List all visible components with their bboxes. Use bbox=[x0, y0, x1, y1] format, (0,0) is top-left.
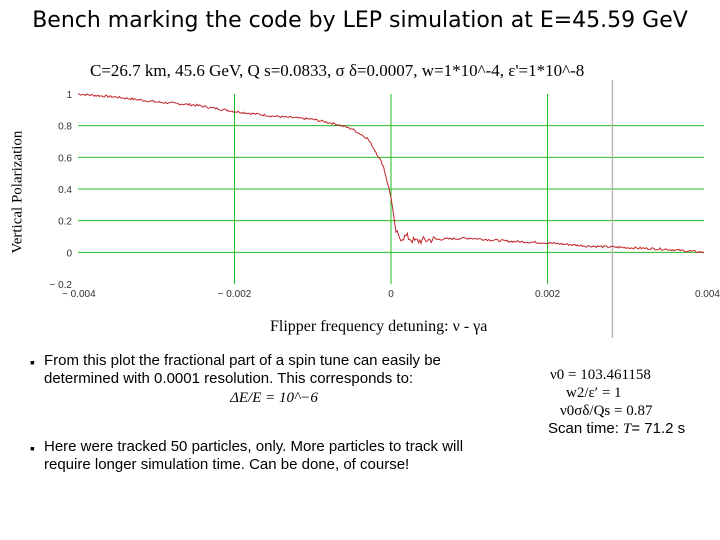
x-tick-label: − 0.002 bbox=[218, 289, 252, 300]
y-tick-label: 0 bbox=[66, 248, 72, 259]
x-tick-label: 0 bbox=[388, 289, 394, 300]
x-axis-label: Flipper frequency detuning: ν - γa bbox=[270, 318, 488, 335]
polarization-series-line bbox=[78, 93, 704, 254]
y-tick-label: 0.4 bbox=[58, 185, 72, 196]
slide-title: Bench marking the code by LEP simulation… bbox=[32, 8, 688, 33]
note-resolution-text: From this plot the fractional part of a … bbox=[44, 352, 441, 387]
y-tick-label: 0.2 bbox=[58, 217, 72, 228]
x-tick-label: 0.002 bbox=[535, 289, 560, 300]
x-tick-label: − 0.004 bbox=[62, 289, 96, 300]
y-tick-label: 0.6 bbox=[58, 153, 72, 164]
param-nu-sigma: ν0σδ/Qs = 0.87 bbox=[560, 403, 653, 419]
scan-time-label: Scan time: bbox=[548, 420, 624, 437]
x-tick-label: 0.004 bbox=[695, 289, 720, 300]
bullet-1: ▪ bbox=[30, 354, 35, 370]
grid-lines bbox=[78, 94, 704, 284]
scan-time-var: T bbox=[623, 421, 632, 437]
note-resolution: From this plot the fractional part of a … bbox=[44, 352, 504, 407]
y-tick-label: − 0.2 bbox=[49, 280, 72, 291]
param-w-eps: w2/ε′ = 1 bbox=[566, 385, 622, 401]
plot-subtitle: C=26.7 km, 45.6 GeV, Q s=0.0833, σ δ=0.0… bbox=[90, 61, 585, 80]
polarization-chart: − 0.2 0 0.2 0.4 0.6 0.8 1 − 0.004 − 0.002 0 0.002… bbox=[49, 80, 720, 338]
y-tick-labels: − 0.2 0 0.2 0.4 0.6 0.8 1 bbox=[49, 90, 72, 291]
bullet-2: ▪ bbox=[30, 440, 35, 456]
scan-time: Scan time: T= 71.2 s bbox=[548, 420, 685, 438]
y-axis-label-text: Vertical Polarization bbox=[9, 130, 25, 253]
y-axis-label: Vertical Polarization bbox=[9, 130, 25, 253]
note-particles: Here were tracked 50 particles, only. Mo… bbox=[44, 438, 464, 473]
param-nu0: ν0 = 103.461158 bbox=[550, 367, 651, 383]
y-tick-label: 1 bbox=[66, 90, 72, 101]
polarization-curve bbox=[78, 93, 704, 254]
x-tick-labels: − 0.004 − 0.002 0 0.002 0.004 bbox=[62, 289, 720, 300]
scan-time-value: = 71.2 s bbox=[631, 420, 686, 437]
delta-e-formula: ΔE/E = 10^−6 bbox=[230, 390, 318, 406]
y-tick-label: 0.8 bbox=[58, 122, 72, 133]
params-block: ν0 = 103.461158 w2/ε′ = 1 ν0σδ/Qs = 0.87… bbox=[548, 366, 685, 438]
